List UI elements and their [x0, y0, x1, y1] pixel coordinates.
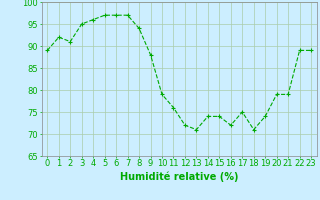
X-axis label: Humidité relative (%): Humidité relative (%) — [120, 171, 238, 182]
